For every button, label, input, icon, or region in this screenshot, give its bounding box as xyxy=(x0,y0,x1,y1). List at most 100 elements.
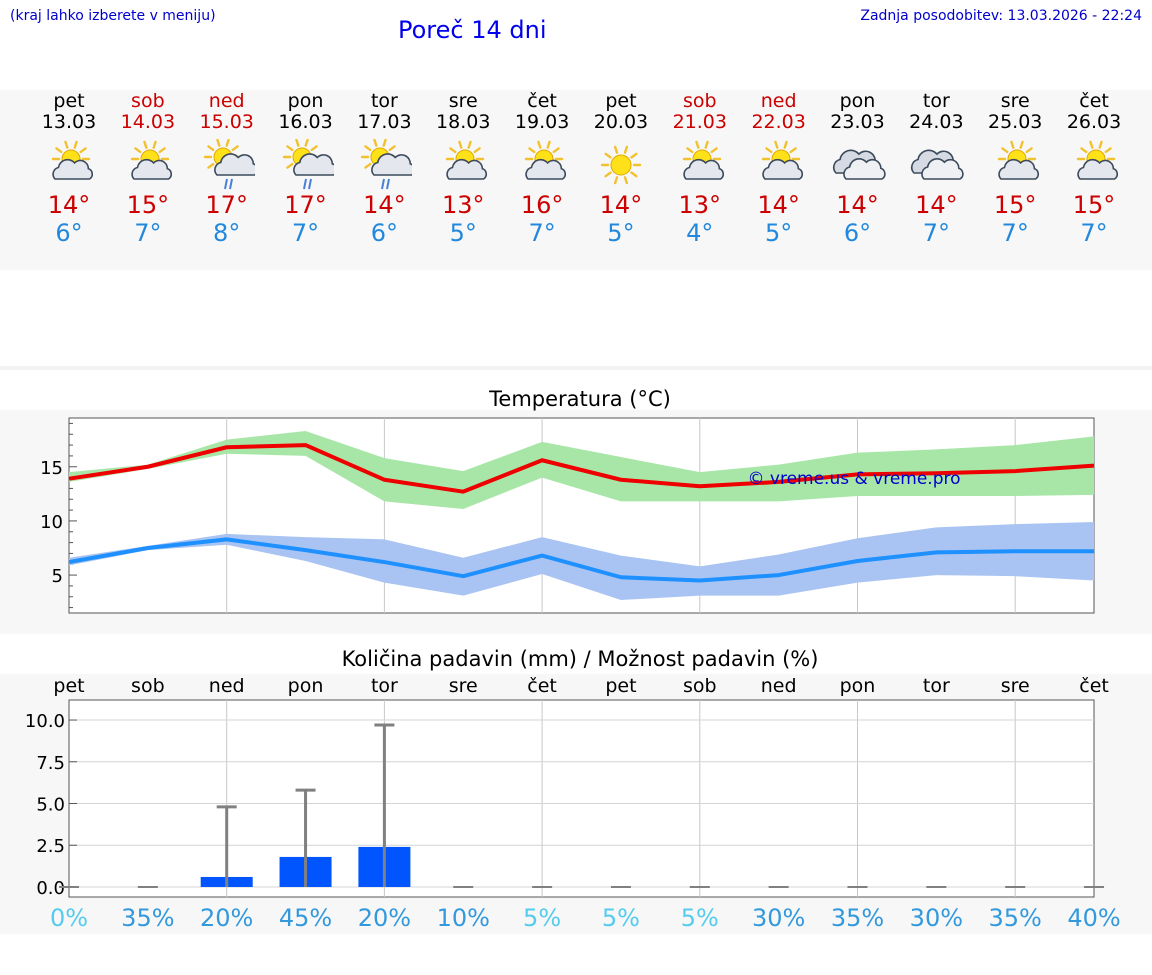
precip-probability: 0% xyxy=(49,904,89,932)
min-temp: 7° xyxy=(1080,219,1108,247)
precip-probability: 5% xyxy=(680,904,719,932)
precip-day-label: sob xyxy=(131,675,165,697)
y-tick-label: 10 xyxy=(40,512,63,533)
day-name: pon xyxy=(839,90,876,112)
day-date: 26.03 xyxy=(1066,111,1122,133)
min-temp: 7° xyxy=(1001,219,1029,247)
min-temp: 6° xyxy=(55,219,83,247)
min-temp-band xyxy=(69,522,1095,600)
precip-day-label: ned xyxy=(760,675,797,697)
max-temp: 14° xyxy=(599,191,643,219)
precip-probability: 10% xyxy=(436,904,490,932)
plot-area xyxy=(68,699,1095,898)
day-date: 19.03 xyxy=(514,111,570,133)
day-date: 23.03 xyxy=(830,111,885,133)
min-temp: 6° xyxy=(843,219,872,247)
min-temp: 4° xyxy=(686,219,714,247)
precip-probability: 5% xyxy=(523,904,562,932)
sun-cloud-rain-icon xyxy=(361,139,413,190)
day-date: 20.03 xyxy=(593,111,649,133)
precip-probability: 30% xyxy=(909,904,964,932)
max-temp: 16° xyxy=(520,191,564,219)
sun-cloud-icon xyxy=(682,140,724,180)
max-temp: 14° xyxy=(363,191,406,219)
max-temp: 15° xyxy=(1072,191,1116,219)
forecast-day: tor 17.03 14° 6° xyxy=(344,90,424,247)
max-temp: 14° xyxy=(836,191,879,219)
max-temp: 15° xyxy=(126,191,170,219)
y-tick-label: 2.5 xyxy=(36,836,65,857)
y-tick-label: 5 xyxy=(52,566,63,587)
forecast-day: tor 24.03 14° 7° xyxy=(896,90,976,247)
temperature-chart: 5 10 15 © vreme.us & vreme.pro xyxy=(40,417,1095,614)
precip-day-label: pet xyxy=(53,675,85,697)
min-temp: 5° xyxy=(607,219,635,247)
sun-icon xyxy=(600,145,642,185)
precip-day-label: pon xyxy=(839,675,876,697)
precip-day-label: tor xyxy=(370,675,398,697)
precipitation-chart: 0.0 2.5 5.0 7.5 10.0 xyxy=(25,699,1105,899)
min-temp: 5° xyxy=(449,219,477,247)
precip-day-label: tor xyxy=(922,675,950,697)
forecast-day: ned 22.03 14° 5° xyxy=(739,90,819,247)
sun-cloud-rain-icon xyxy=(203,139,255,190)
forecast-day: pet 20.03 14° 5° xyxy=(581,90,661,247)
precip-probability: 35% xyxy=(121,904,175,932)
day-name: pet xyxy=(53,90,85,112)
precip-probability: 20% xyxy=(357,904,412,932)
y-tick-label: 7.5 xyxy=(36,753,65,774)
min-temp: 7° xyxy=(291,219,320,247)
max-temp-line xyxy=(68,443,1095,494)
day-name: ned xyxy=(208,90,245,112)
precip-day-label: pet xyxy=(605,675,637,697)
precip-probability: 5% xyxy=(601,904,640,932)
day-date: 13.03 xyxy=(41,111,97,133)
min-temp: 7° xyxy=(528,219,556,247)
forecast-day: pet 13.03 14° 6° xyxy=(29,90,109,247)
precipitation-chart-title: Količina padavin (mm) / Možnost padavin … xyxy=(341,647,819,671)
separator xyxy=(0,366,1152,370)
sun-cloud-icon xyxy=(1076,140,1119,180)
min-temp: 5° xyxy=(765,219,793,247)
sun-cloud-icon xyxy=(51,140,94,180)
forecast-day: sre 25.03 15° 7° xyxy=(975,90,1055,247)
day-name: sre xyxy=(448,90,478,112)
forecast-day: čet 26.03 15° 7° xyxy=(1054,90,1134,247)
precip-day-label: sre xyxy=(448,675,478,697)
day-name: čet xyxy=(527,90,557,112)
min-temp: 7° xyxy=(922,219,950,247)
max-temp: 14° xyxy=(47,191,91,219)
day-name: ned xyxy=(760,90,797,112)
max-temp: 14° xyxy=(757,191,800,219)
forecast-panel xyxy=(0,90,1152,270)
precip-probability: 35% xyxy=(830,904,885,932)
max-temp: 14° xyxy=(915,191,958,219)
max-temp: 17° xyxy=(205,191,248,219)
day-name: sob xyxy=(131,90,165,112)
max-temp: 15° xyxy=(993,191,1037,219)
precip-probability: 30% xyxy=(751,904,806,932)
forecast-day: sre 18.03 13° 5° xyxy=(423,90,503,247)
precip-probability: 20% xyxy=(200,904,254,932)
day-date: 18.03 xyxy=(436,111,491,133)
y-tick-label: 10.0 xyxy=(25,711,65,732)
min-temp: 6° xyxy=(370,219,399,247)
precip-day-label: čet xyxy=(527,675,557,697)
day-name: čet xyxy=(1079,90,1109,112)
temperature-chart-title: Temperatura (°C) xyxy=(489,387,671,411)
day-name: pet xyxy=(605,90,637,112)
cloudy-icon xyxy=(832,149,886,180)
location-hint: (kraj lahko izberete v meniju) xyxy=(10,8,216,24)
day-date: 21.03 xyxy=(672,111,727,133)
day-date: 16.03 xyxy=(278,111,333,133)
min-temp: 8° xyxy=(213,219,241,247)
day-date: 25.03 xyxy=(987,111,1043,133)
day-name: tor xyxy=(922,90,950,112)
last-updated: Zadnja posodobitev: 13.03.2026 - 22:24 xyxy=(860,8,1142,24)
y-tick-label: 15 xyxy=(40,458,63,479)
forecast-day: čet 19.03 16° 7° xyxy=(502,90,582,247)
forecast-day: ned 15.03 17° 8° xyxy=(187,90,267,247)
max-temp: 13° xyxy=(678,191,722,219)
day-date: 22.03 xyxy=(751,111,806,133)
page-title: Poreč 14 dni xyxy=(398,16,547,44)
